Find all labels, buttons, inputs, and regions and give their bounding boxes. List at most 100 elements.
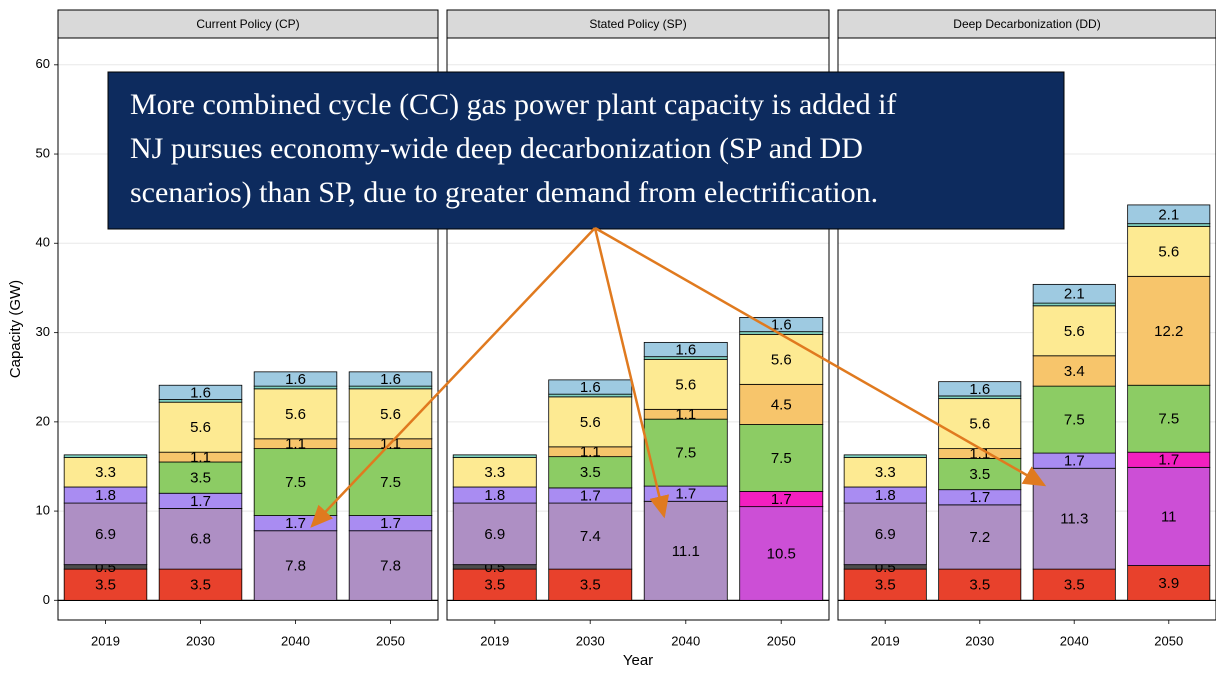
value-label: 5.6: [580, 414, 601, 431]
x-tick-label: 2030: [576, 633, 605, 648]
bar-segment: [1032, 467, 1116, 570]
value-label: 3.5: [95, 577, 116, 594]
value-label: 6.9: [95, 526, 116, 543]
bar-segment: [63, 502, 148, 566]
bar-segment: [63, 454, 148, 458]
value-label: 7.5: [380, 474, 401, 491]
bar-segment: [63, 457, 148, 488]
value-label: 3.9: [1158, 575, 1179, 592]
strip-title: Stated Policy (SP): [589, 17, 686, 31]
value-label: 1.1: [285, 436, 306, 453]
value-label: 5.6: [380, 406, 401, 423]
value-label: 5.6: [771, 351, 792, 368]
value-label: 5.6: [675, 376, 696, 393]
x-tick-label: 2019: [91, 633, 120, 648]
annotation-text: More combined cycle (CC) gas power plant…: [130, 88, 896, 121]
strip-title: Current Policy (CP): [196, 17, 299, 31]
value-label: 1.6: [285, 371, 306, 388]
bar-segment: [253, 388, 338, 440]
value-label: 1.6: [190, 384, 211, 401]
bar-segment: [843, 454, 927, 458]
bar-segment: [63, 568, 148, 601]
value-label: 1.7: [285, 515, 306, 532]
annotation-text: NJ pursues economy-wide deep decarboniza…: [130, 132, 863, 165]
bar-segment: [158, 461, 243, 494]
value-label: 1.6: [380, 371, 401, 388]
value-label: 1.6: [771, 317, 792, 334]
x-tick-label: 2040: [281, 633, 310, 648]
y-axis-label: Capacity (GW): [7, 280, 24, 378]
x-tick-label: 2050: [1154, 633, 1183, 648]
value-label: 1.7: [190, 493, 211, 510]
value-label: 7.5: [1158, 411, 1179, 428]
y-tick-label: 20: [36, 413, 50, 428]
value-label: 1.8: [875, 487, 896, 504]
bar-segment: [739, 333, 824, 385]
value-label: 3.5: [969, 466, 990, 483]
bar-segment: [1032, 385, 1116, 454]
bar-segment: [348, 448, 433, 516]
value-label: 3.3: [484, 464, 505, 481]
bar-segment: [843, 568, 927, 601]
bar-segment: [548, 456, 633, 489]
value-label: 2.1: [1064, 286, 1085, 303]
value-label: 5.6: [969, 416, 990, 433]
value-label: 6.8: [190, 531, 211, 548]
bar-segment: [643, 341, 728, 358]
x-tick-label: 2050: [767, 633, 796, 648]
bar-segment: [739, 424, 824, 492]
x-tick-label: 2040: [1060, 633, 1089, 648]
bar-segment: [643, 418, 728, 487]
bar-segment: [452, 454, 537, 458]
bar-segment: [1127, 275, 1211, 386]
bar-segment: [1127, 204, 1211, 225]
value-label: 11.3: [1060, 511, 1088, 528]
value-label: 1.1: [675, 406, 696, 423]
value-label: 1.1: [190, 449, 211, 466]
value-label: 1.7: [1158, 452, 1179, 469]
y-tick-label: 10: [36, 503, 50, 518]
y-tick-label: 40: [36, 235, 50, 250]
arrow: [594, 226, 1047, 487]
bar-segment: [348, 530, 433, 601]
y-tick-label: 50: [36, 145, 50, 160]
value-label: 3.5: [1064, 577, 1085, 594]
value-label: 10.5: [767, 545, 796, 562]
bar-segment: [1127, 384, 1211, 453]
value-label: 11.1: [672, 543, 700, 560]
strip-title: Deep Decarbonization (DD): [953, 17, 1100, 31]
bar-segment: [1032, 305, 1116, 357]
arrow: [593, 227, 670, 519]
panel-border: [446, 37, 830, 621]
value-label: 1.7: [1064, 453, 1085, 470]
strip: [57, 9, 439, 39]
bar-segment: [452, 568, 537, 601]
bar-segment: [1127, 466, 1211, 566]
bar-segment: [548, 396, 633, 448]
bar-segment: [452, 457, 537, 488]
bar-segment: [643, 358, 728, 410]
bar-segment: [843, 502, 927, 566]
bar-segment: [1127, 223, 1211, 227]
value-label: 2.1: [1158, 206, 1179, 223]
bar-segment: [843, 457, 927, 488]
y-tick-label: 60: [36, 56, 50, 71]
value-label: 4.5: [771, 396, 792, 413]
bar-segment: [548, 568, 633, 601]
value-label: 1.8: [484, 487, 505, 504]
value-label: 1.7: [675, 486, 696, 503]
panel-border: [837, 37, 1216, 621]
bar-segment: [158, 384, 243, 400]
value-label: 1.1: [580, 444, 601, 461]
bar-segment: [158, 568, 243, 601]
value-label: 5.6: [1064, 323, 1085, 340]
panel-border: [57, 37, 439, 621]
value-label: 7.5: [285, 474, 306, 491]
value-label: 3.3: [95, 464, 116, 481]
value-label: 3.3: [875, 464, 896, 481]
bar-segment: [1127, 225, 1211, 277]
x-tick-label: 2019: [871, 633, 900, 648]
x-tick-label: 2030: [186, 633, 215, 648]
x-tick-label: 2050: [376, 633, 405, 648]
value-label: 12.2: [1154, 323, 1183, 340]
